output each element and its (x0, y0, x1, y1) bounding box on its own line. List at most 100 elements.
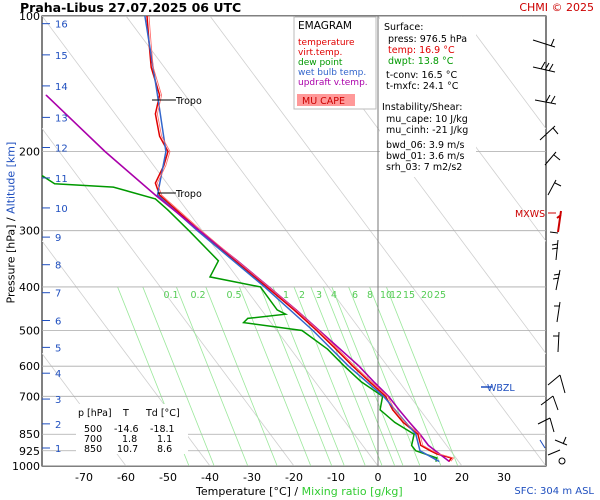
data-point-temperature (175, 209, 177, 211)
mixing-ratio-line (348, 286, 421, 466)
data-point-dew-point (276, 309, 278, 311)
mixing-ratio-label: 0.1 (163, 290, 178, 301)
data-point-wet-bulb-temp- (415, 433, 417, 435)
data-point-temperature (335, 348, 337, 350)
data-point-temperature (392, 409, 394, 411)
data-point-dew-point (435, 460, 437, 462)
surface-wind-marker (558, 457, 566, 465)
wind-barb (553, 331, 560, 353)
data-point-updraft-v-temp- (448, 460, 450, 462)
wind-barb (547, 374, 566, 394)
data-point-dew-point (285, 313, 287, 315)
x-tick-label: -30 (243, 471, 261, 484)
y-tick-label: 100 (19, 10, 40, 23)
mixing-ratio-label: 20 (421, 290, 433, 301)
data-point-temperature (154, 182, 156, 184)
data-point-wet-bulb-temp- (348, 365, 350, 367)
data-point-wet-bulb-temp- (382, 395, 385, 397)
srh-03-value: srh_03: 7 m2/s2 (386, 162, 462, 173)
data-point-dew-point (188, 230, 190, 232)
altitude-tick-label: 4 (55, 369, 61, 380)
wind-barb (556, 210, 562, 233)
mixing-ratio-label: 3 (316, 290, 322, 301)
data-point-wet-bulb-temp- (144, 16, 146, 17)
y-tick-label: 700 (19, 390, 40, 403)
wind-barb (549, 231, 559, 234)
y-tick-label: 500 (19, 325, 40, 338)
data-point-dew-point (217, 260, 219, 262)
data-point-updraft-v-temp- (45, 94, 47, 96)
altitude-tick-label: 12 (55, 144, 68, 155)
mixing-ratio-label: 15 (403, 290, 415, 301)
y-tick-label: 400 (19, 281, 40, 294)
surface-temp: temp: 16.9 °C (388, 45, 455, 56)
info-box (380, 17, 476, 177)
data-point-temperature (159, 194, 161, 196)
x-axis-label-mixing: Mixing ratio [g/kg] (301, 485, 403, 498)
info-panel: Surface: press: 976.5 hPa temp: 16.9 °C … (380, 17, 476, 177)
wbzl-label: WBZL (487, 383, 515, 394)
data-point-dew-point (54, 183, 56, 185)
mu-cape-badge (297, 94, 355, 106)
data-point-temperature (420, 444, 422, 446)
chart-title: Praha-Libus 27.07.2025 06 UTC (20, 0, 242, 15)
y-axis-label-altitude: Altitude [km] (4, 141, 18, 214)
data-point-wet-bulb-temp- (419, 450, 421, 452)
data-point-updraft-v-temp- (398, 409, 400, 411)
wind-barb (532, 61, 556, 73)
data-point-temperature (167, 150, 169, 153)
data-point-dew-point (415, 450, 417, 452)
wind-barb (547, 179, 562, 196)
data-point-dew-point (112, 186, 114, 188)
mixing-ratio-line (369, 286, 442, 466)
x-tick-label: -50 (159, 471, 177, 484)
mixing-ratio-line (323, 286, 396, 466)
table-cell: 1.8 (122, 434, 137, 445)
wind-barb (552, 269, 561, 291)
x-tick-label: -10 (327, 471, 345, 484)
wind-barbs (532, 38, 568, 456)
y-tick-label: 850 (19, 428, 40, 441)
mixing-ratio-label: 6 (352, 290, 358, 301)
dry-adiabat (42, 127, 295, 466)
altitude-tick-label: 6 (55, 317, 61, 328)
altitude-tick-label: 9 (55, 233, 61, 244)
data-point-temperature (429, 450, 432, 452)
data-point-temperature (159, 94, 161, 96)
x-tick-label: -40 (201, 471, 219, 484)
x-tick-label: -20 (285, 471, 303, 484)
data-point-dew-point (327, 348, 329, 350)
table-cell: 10.7 (117, 444, 138, 455)
data-point-dew-point (25, 119, 26, 120)
data-point-dew-point (209, 276, 211, 278)
dry-adiabat (461, 16, 546, 130)
data-point-wet-bulb-temp- (264, 286, 266, 288)
copyright-label: CHMI © 2025 (519, 1, 594, 14)
mixing-ratio-line (205, 286, 278, 466)
y-axis-label: Pressure [hPa] / Altitude [km] (5, 142, 18, 304)
level-table: p [hPa] T Td [°C] 500 -14.6 -18.1 700 1.… (76, 404, 188, 455)
mixing-ratio-label: 12 (390, 290, 402, 301)
altitude-tick-label: 16 (55, 20, 68, 31)
table-header-p: p [hPa] (78, 408, 112, 419)
data-point-dew-point (343, 365, 345, 367)
data-point-wet-bulb-temp- (156, 194, 159, 196)
x-tick-label: -60 (117, 471, 135, 484)
data-point-temperature (150, 66, 152, 68)
wind-barb (534, 94, 557, 105)
table-cell: 700 (84, 434, 102, 445)
surface-pressure: press: 976.5 hPa (388, 34, 467, 45)
wind-barb (532, 38, 556, 48)
data-point-temperature (417, 433, 419, 435)
wind-barb (537, 417, 555, 433)
mixing-ratio-line (310, 286, 383, 466)
data-point-dew-point (413, 433, 415, 435)
table-cell: 1.1 (157, 434, 172, 445)
y-tick-label: 1000 (12, 460, 40, 473)
data-point-updraft-v-temp- (198, 230, 201, 232)
x-tick-label: 30 (497, 471, 511, 484)
altitude-tick-label: 2 (55, 420, 61, 431)
wind-barb (547, 449, 561, 456)
data-point-updraft-v-temp- (358, 365, 360, 367)
